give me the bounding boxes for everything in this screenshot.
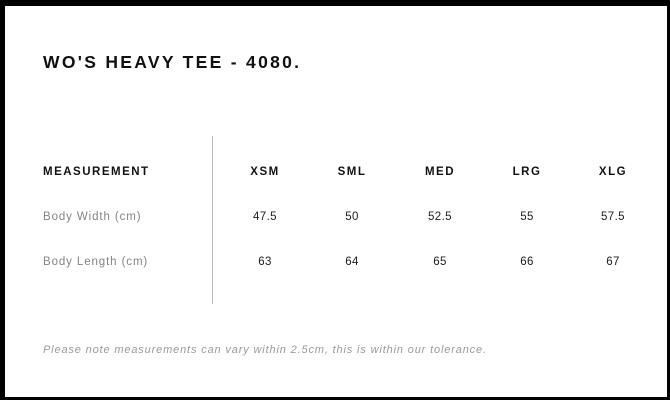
cell-body-width-lrg: 55 bbox=[520, 211, 534, 223]
cell-body-length-lrg: 66 bbox=[520, 256, 534, 268]
cell-body-length-xsm: 63 bbox=[258, 256, 272, 268]
cell-body-length-xlg: 67 bbox=[606, 256, 620, 268]
table-row: Body Length (cm) 63 64 65 66 67 bbox=[5, 256, 667, 301]
cell-body-length-med: 65 bbox=[433, 256, 447, 268]
table-row: Body Width (cm) 47.5 50 52.5 55 57.5 bbox=[5, 211, 667, 256]
cell-body-width-xsm: 47.5 bbox=[253, 211, 277, 223]
cell-body-length-sml: 64 bbox=[345, 256, 359, 268]
table-header-row: MEASUREMENT XSM SML MED LRG XLG bbox=[5, 166, 667, 211]
column-header-xsm: XSM bbox=[250, 166, 280, 178]
page-title: WO'S HEAVY TEE - 4080. bbox=[43, 52, 302, 72]
tolerance-footnote: Please note measurements can vary within… bbox=[43, 344, 487, 356]
column-header-sml: SML bbox=[337, 166, 367, 178]
column-header-measurement: MEASUREMENT bbox=[43, 166, 150, 178]
column-header-med: MED bbox=[424, 166, 456, 178]
table-vertical-divider bbox=[212, 136, 213, 304]
column-header-lrg: LRG bbox=[512, 166, 542, 178]
size-table: MEASUREMENT XSM SML MED LRG XLG Body Wid… bbox=[5, 166, 667, 301]
row-label-body-length: Body Length (cm) bbox=[43, 256, 149, 268]
cell-body-width-med: 52.5 bbox=[428, 211, 452, 223]
column-header-xlg: XLG bbox=[598, 166, 628, 178]
size-guide-content: WO'S HEAVY TEE - 4080. MEASUREMENT XSM S… bbox=[5, 6, 667, 397]
row-label-body-width: Body Width (cm) bbox=[43, 211, 142, 223]
cell-body-width-xlg: 57.5 bbox=[601, 211, 625, 223]
cell-body-width-sml: 50 bbox=[345, 211, 359, 223]
